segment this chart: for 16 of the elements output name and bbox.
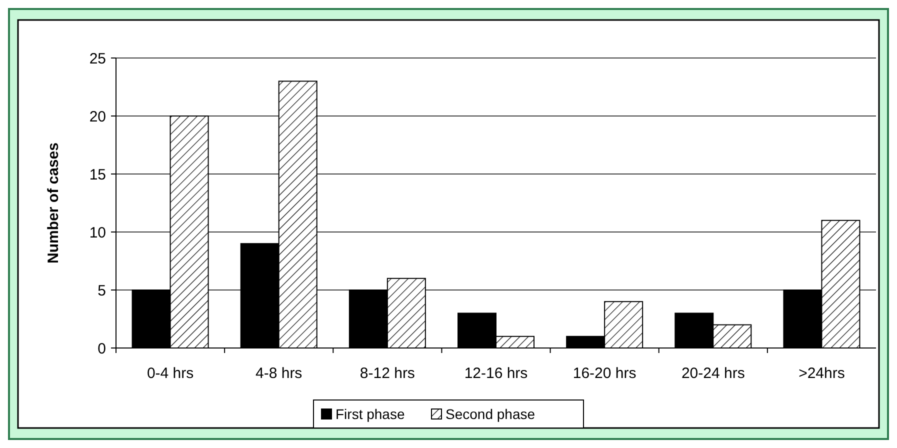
x-tick-label: >24hrs xyxy=(798,365,845,382)
x-tick-label: 8-12 hrs xyxy=(360,365,415,382)
y-tick-label: 5 xyxy=(98,282,106,300)
x-tick-label: 16-20 hrs xyxy=(572,365,636,382)
x-tick-label: 0-4 hrs xyxy=(146,365,194,382)
y-tick-label: 25 xyxy=(89,50,106,68)
legend-label: First phase xyxy=(336,406,405,422)
x-tick-label: 20-24 hrs xyxy=(681,365,745,382)
x-tick-label: 4-8 hrs xyxy=(256,365,302,382)
y-axis-title: Number of cases xyxy=(45,142,62,264)
y-tick-label: 20 xyxy=(89,108,106,126)
legend-label: Second phase xyxy=(446,406,536,422)
y-tick-label: 10 xyxy=(89,224,106,242)
y-tick-label: 15 xyxy=(89,166,106,184)
y-tick-label: 0 xyxy=(98,340,106,358)
x-tick-label: 12-16 hrs xyxy=(464,365,528,382)
